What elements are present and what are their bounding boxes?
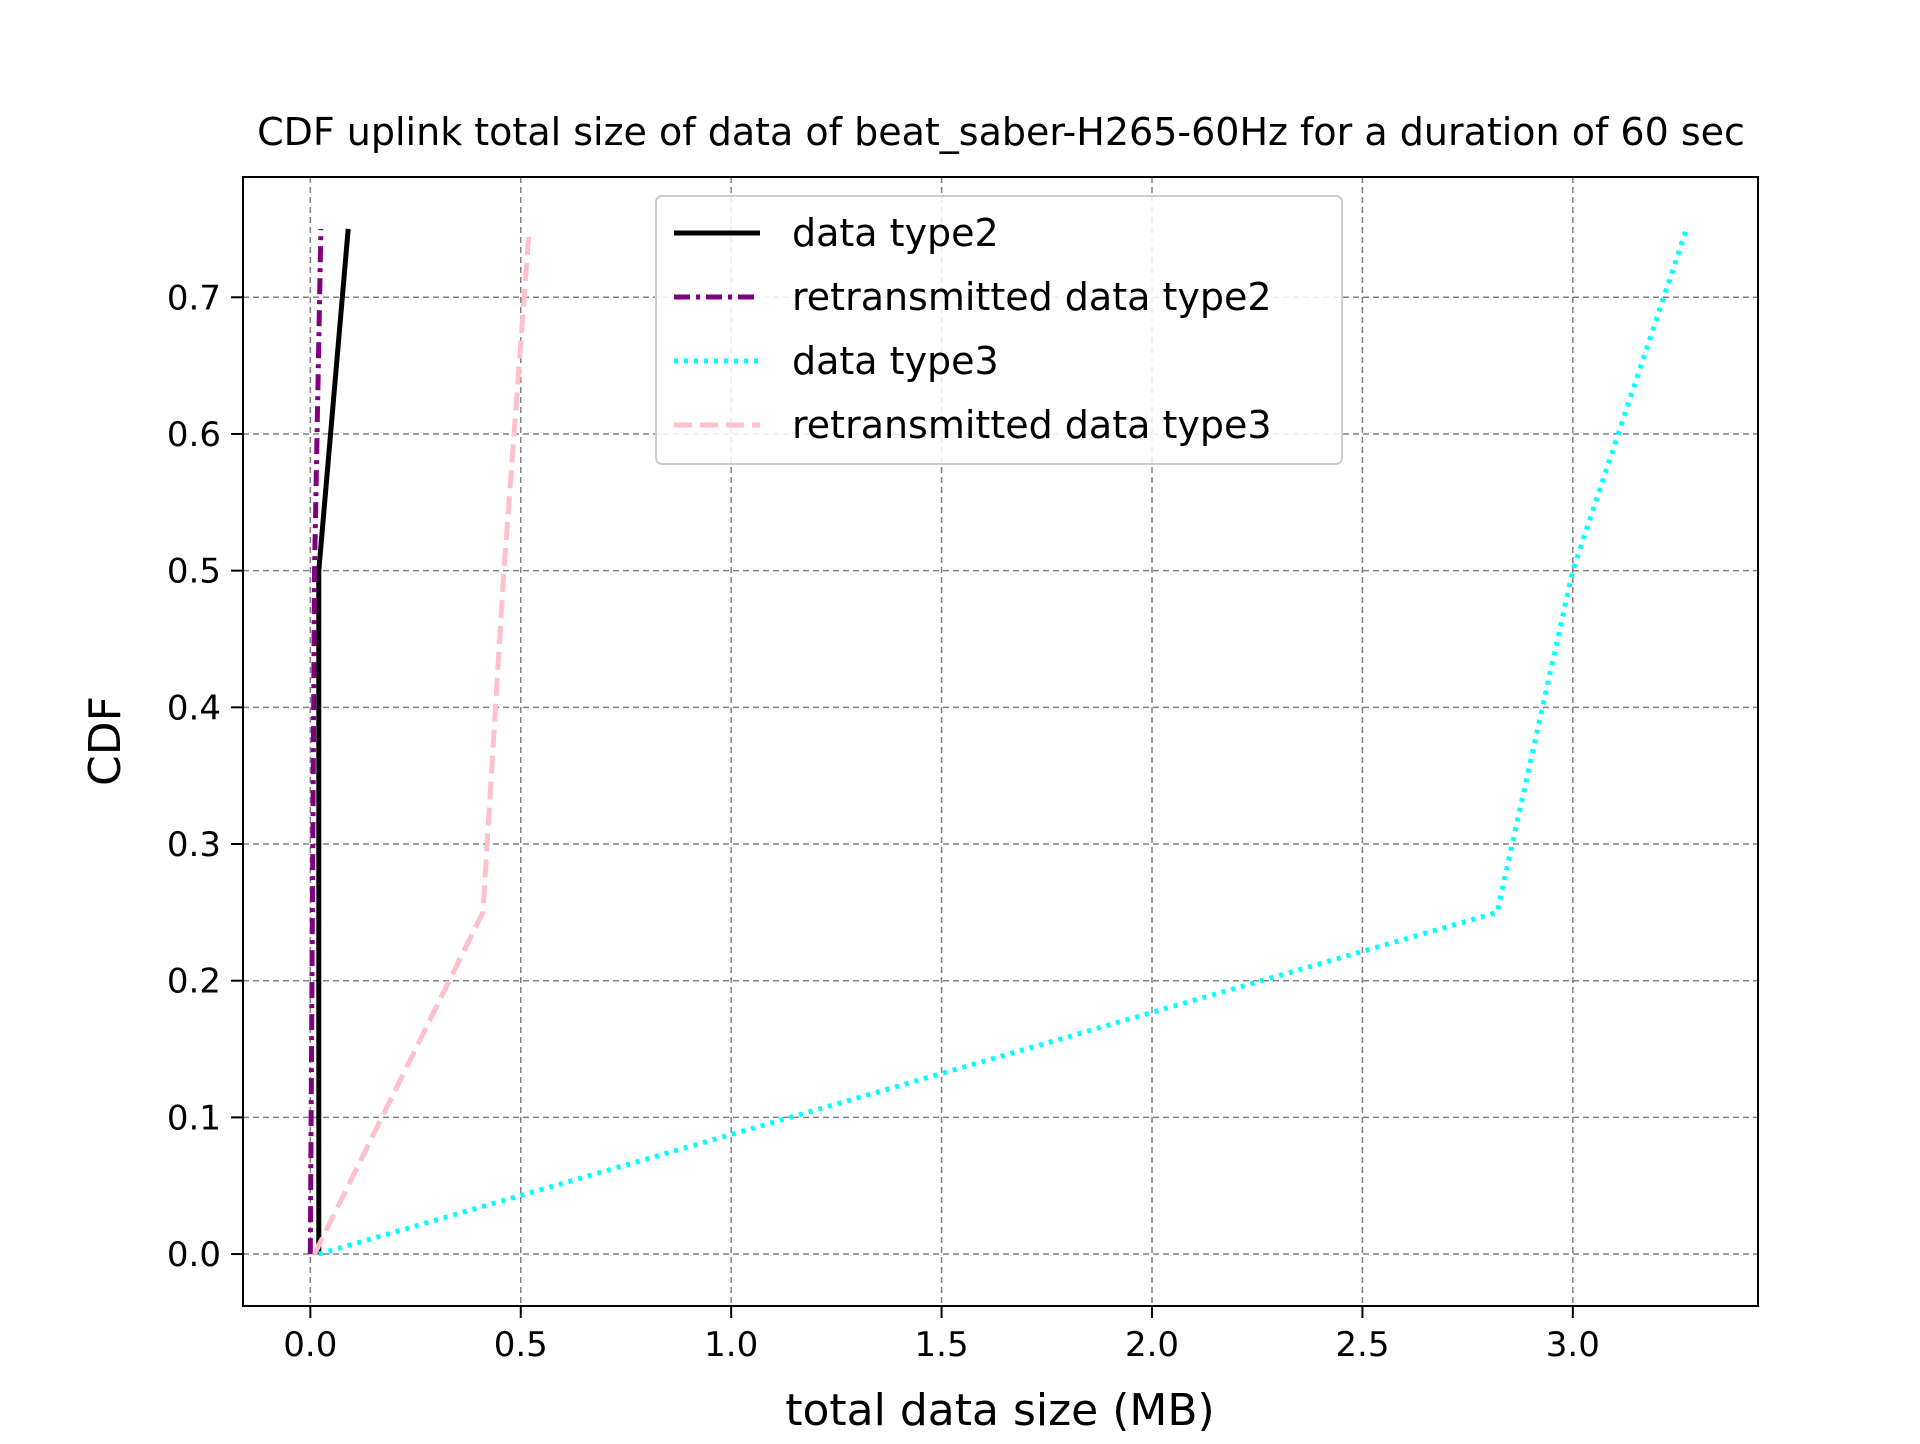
y-tick-label: 0.5 [167, 552, 221, 592]
x-tick-label: 0.5 [494, 1325, 548, 1365]
legend-box [655, 195, 1343, 465]
y-tick-label: 0.3 [167, 825, 221, 865]
y-tick-label: 0.2 [167, 962, 221, 1002]
x-tick-label: 0.0 [283, 1325, 337, 1365]
axis-ticks: 0.0 0.5 1.0 1.5 2.0 2.5 3.0 0.0 0.1 0.2 0.3 0.4 0.5 0… [167, 278, 1600, 1365]
y-tick-label: 0.4 [167, 688, 221, 728]
x-tick-label: 2.0 [1125, 1325, 1179, 1365]
legend-label: retransmitted data type3 [792, 403, 1272, 447]
series-lines [307, 228, 1689, 1257]
y-tick-label: 0.6 [167, 415, 221, 455]
x-tick-label: 3.0 [1546, 1325, 1600, 1365]
y-tick-label: 0.0 [167, 1235, 221, 1275]
series-line-data-type3 [318, 228, 1689, 1257]
series-line-retransmitted-data-type3 [312, 228, 532, 1256]
series-line-retransmitted-data-type2 [307, 228, 324, 1255]
series-line-data-type2 [316, 228, 351, 1255]
legend-label: data type3 [792, 339, 999, 383]
y-tick-label: 0.1 [167, 1098, 221, 1138]
plot-frame [242, 176, 1759, 1307]
x-tick-label: 2.5 [1335, 1325, 1389, 1365]
x-axis-label: total data size (MB) [785, 1385, 1214, 1436]
y-tick-label: 0.7 [167, 278, 221, 318]
legend-label: data type2 [792, 211, 999, 255]
x-tick-label: 1.5 [915, 1325, 969, 1365]
legend-label: retransmitted data type2 [792, 275, 1272, 319]
x-tick-label: 1.0 [704, 1325, 758, 1365]
legend: data type2 retransmitted data type2 data t… [655, 195, 1343, 465]
y-axis-label: CDF [80, 696, 131, 786]
chart-title: CDF uplink total size of data of beat_sa… [257, 110, 1745, 154]
